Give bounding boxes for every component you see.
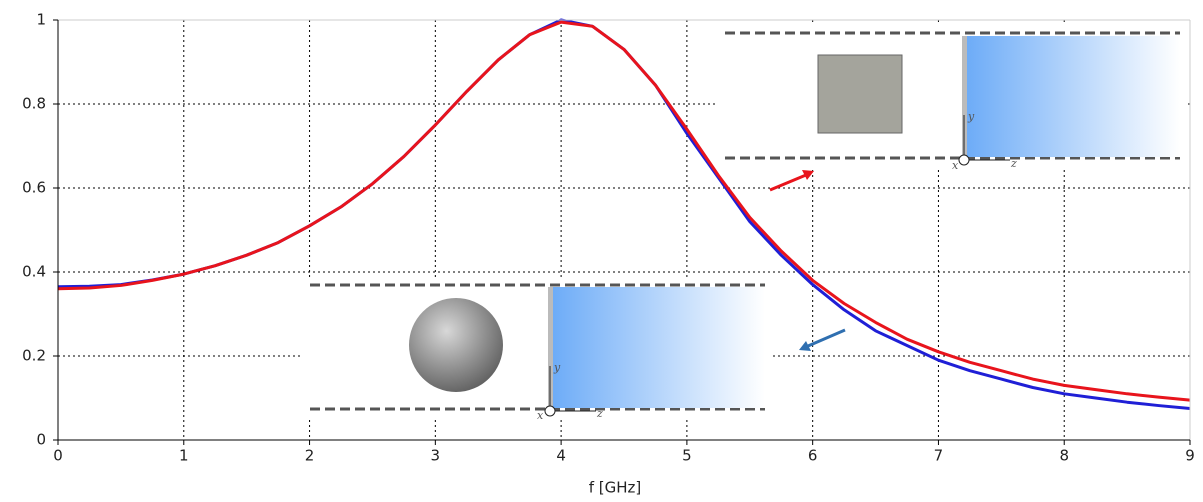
inset-axis-label: z — [596, 407, 603, 420]
x-tick-label: 7 — [934, 447, 944, 465]
insets: x y z x y z — [300, 25, 1188, 422]
arrow-head — [799, 341, 811, 351]
x-tick-label: 6 — [808, 447, 818, 465]
x-tick-label: 0 — [53, 447, 63, 465]
inset-axis-label: x — [537, 409, 544, 422]
x-tick-label: 9 — [1185, 447, 1195, 465]
inset-axis-label: z — [1010, 157, 1017, 170]
x-tick-label: 5 — [682, 447, 692, 465]
x-axis-label: f [GHz] — [589, 479, 642, 497]
x-tick-label: 3 — [431, 447, 441, 465]
arrow-head — [802, 170, 814, 180]
y-tick-label: 0.6 — [22, 179, 46, 197]
y-tick-label: 0 — [36, 431, 46, 449]
y-tick-label: 0.4 — [22, 263, 46, 281]
inset-axis-label: y — [553, 361, 561, 374]
inset-top — [715, 25, 1188, 167]
inset-axis-label: y — [967, 110, 975, 123]
y-tick-label: 1 — [36, 11, 46, 29]
arrow — [807, 328, 846, 348]
y-tick-label: 0.2 — [22, 347, 46, 365]
series-line — [57, 20, 1191, 402]
x-tick-label: 2 — [305, 447, 315, 465]
y-tick-label: 0.8 — [22, 95, 46, 113]
x-tick-label: 8 — [1059, 447, 1069, 465]
arrow — [769, 173, 807, 192]
inset-bottom — [300, 278, 770, 420]
inset-axis-label: x — [952, 159, 959, 172]
x-tick-label: 1 — [179, 447, 189, 465]
x-tick-label: 4 — [556, 447, 566, 465]
